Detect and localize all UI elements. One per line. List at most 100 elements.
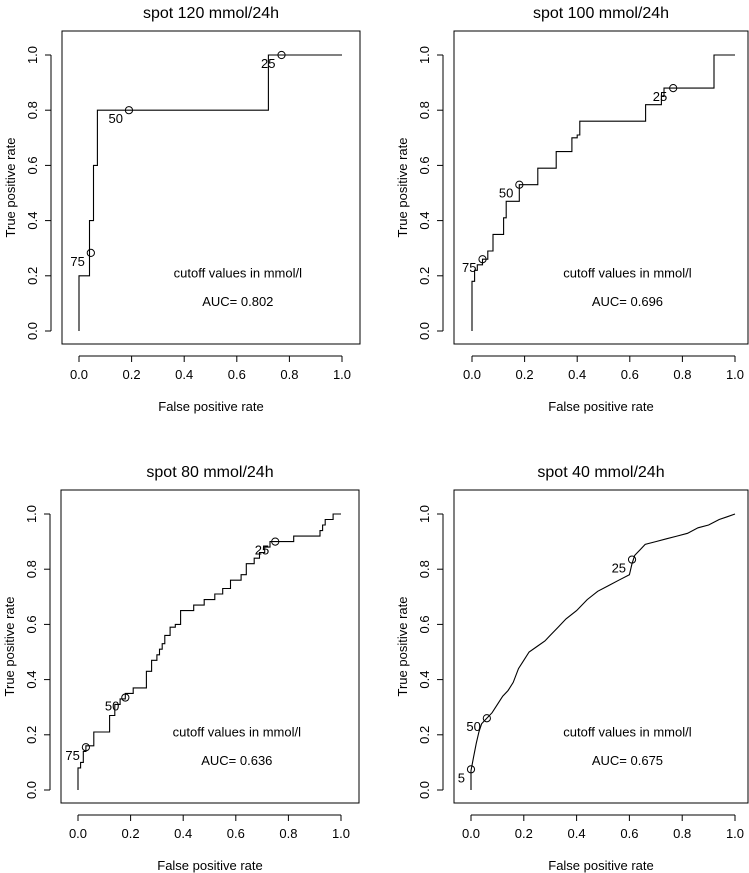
cutoff-point (478, 255, 487, 264)
cutoff-label: 75 (70, 254, 84, 269)
x-axis-label: False positive rate (157, 858, 263, 873)
x-tick-label: 0.2 (123, 367, 141, 382)
cutoff-point (466, 765, 476, 774)
y-tick-label: 0.2 (24, 726, 39, 744)
cutoff-point (121, 693, 130, 702)
cutoff-point (482, 714, 491, 723)
cutoff-point (271, 537, 280, 546)
x-tick-label: 1.0 (726, 826, 744, 841)
y-tick-label: 0.6 (24, 615, 39, 633)
y-axis-label: True positive rate (395, 597, 410, 697)
y-tick-label: 0.0 (24, 781, 39, 799)
y-tick-label: 0.0 (417, 322, 432, 340)
y-tick-label: 0.6 (417, 156, 432, 174)
roc-curve-line (470, 513, 736, 790)
cutoff-label: 25 (255, 543, 269, 558)
cutoff-point (277, 50, 286, 60)
x-tick-label: 0.0 (69, 826, 87, 841)
y-tick-label: 0.2 (417, 726, 432, 744)
y-tick-label: 1.0 (417, 505, 432, 523)
x-axis-label: False positive rate (158, 399, 264, 414)
x-axis-label: False positive rate (548, 399, 654, 414)
roc-panel-1: spot 120 mmol/24h 0.0 0.2 0.4 0.6 0.8 1.0 False… (3, 5, 361, 414)
plot-frame (61, 30, 361, 345)
x-tick-label: 0.8 (280, 367, 298, 382)
cutoff-note: cutoff values in mmol/l (563, 265, 691, 280)
x-tick-label: 0.6 (227, 826, 245, 841)
x-tick-label: 0.8 (673, 367, 691, 382)
x-tick-label: 0.8 (673, 826, 691, 841)
cutoff-label: 75 (462, 260, 476, 275)
cutoff-label: 25 (612, 561, 626, 576)
cutoff-point (669, 84, 678, 93)
cutoff-label: 50 (109, 111, 123, 126)
chart-title: spot 100 mmol/24h (533, 5, 669, 22)
roc-curve-line (77, 513, 341, 790)
x-tick-label: 0.2 (515, 826, 533, 841)
y-tick-label: 0.2 (25, 267, 40, 285)
auc-value: AUC= 0.802 (202, 294, 273, 309)
y-tick-label: 0.4 (417, 671, 432, 689)
y-tick-label: 0.8 (417, 560, 432, 578)
x-tick-label: 0.6 (620, 826, 638, 841)
x-tick-label: 0.8 (279, 826, 297, 841)
y-tick-label: 0.0 (25, 322, 40, 340)
cutoff-point (124, 106, 134, 115)
y-axis-label: True positive rate (395, 138, 410, 238)
plot-frame (60, 489, 360, 804)
x-tick-label: 0.4 (568, 367, 586, 382)
x-axis-label: False positive rate (548, 858, 654, 873)
auc-value: AUC= 0.636 (201, 753, 272, 768)
chart-title: spot 40 mmol/24h (537, 464, 664, 481)
y-tick-label: 0.8 (24, 560, 39, 578)
cutoff-point (515, 180, 524, 189)
cutoff-point (627, 555, 637, 564)
y-tick-label: 0.4 (25, 212, 40, 230)
x-tick-label: 1.0 (333, 367, 351, 382)
cutoff-label: 50 (105, 699, 119, 714)
y-axis-label: True positive rate (3, 138, 18, 238)
x-tick-label: 0.6 (228, 367, 246, 382)
x-tick-label: 0.0 (70, 367, 88, 382)
y-tick-label: 0.6 (417, 615, 432, 633)
cutoff-note: cutoff values in mmol/l (174, 265, 302, 280)
y-axis-label: True positive rate (2, 597, 17, 697)
y-tick-label: 0.6 (25, 156, 40, 174)
x-tick-label: 0.4 (568, 826, 586, 841)
cutoff-point (86, 248, 95, 257)
y-tick-label: 0.8 (25, 101, 40, 119)
cutoff-label: 50 (466, 719, 480, 734)
y-tick-label: 1.0 (25, 46, 40, 64)
plot-frame (453, 30, 749, 345)
y-tick-label: 0.2 (417, 267, 432, 285)
x-tick-label: 0.0 (462, 826, 480, 841)
plot-frame (453, 489, 749, 804)
x-tick-label: 0.2 (122, 826, 140, 841)
y-tick-label: 1.0 (417, 46, 432, 64)
chart-title: spot 80 mmol/24h (146, 464, 273, 481)
roc-panel-2: spot 100 mmol/24h 0.0 0.2 0.4 0.6 0.8 1.0 False… (395, 5, 749, 414)
x-tick-label: 0.4 (174, 826, 192, 841)
x-tick-label: 1.0 (332, 826, 350, 841)
y-tick-label: 0.4 (24, 671, 39, 689)
y-tick-label: 0.4 (417, 212, 432, 230)
x-tick-label: 1.0 (726, 367, 744, 382)
roc-panel-4: spot 40 mmol/24h 0.0 0.2 0.4 0.6 0.8 1.0 False … (395, 464, 749, 873)
cutoff-label: 25 (653, 89, 667, 104)
cutoff-label: 75 (65, 748, 79, 763)
cutoff-label: 50 (499, 186, 513, 201)
auc-value: AUC= 0.696 (592, 294, 663, 309)
cutoff-label: 5 (458, 770, 465, 785)
cutoff-label: 25 (261, 56, 275, 71)
auc-value: AUC= 0.675 (592, 753, 663, 768)
roc-curve-line (78, 54, 342, 331)
chart-title: spot 120 mmol/24h (143, 5, 279, 22)
y-tick-label: 0.0 (417, 781, 432, 799)
cutoff-note: cutoff values in mmol/l (173, 724, 301, 739)
x-tick-label: 0.6 (621, 367, 639, 382)
roc-panel-3: spot 80 mmol/24h 0.0 0.2 0.4 0.6 0.8 1.0 False … (2, 464, 360, 873)
x-tick-label: 0.2 (516, 367, 534, 382)
cutoff-note: cutoff values in mmol/l (563, 724, 691, 739)
y-tick-label: 1.0 (24, 505, 39, 523)
